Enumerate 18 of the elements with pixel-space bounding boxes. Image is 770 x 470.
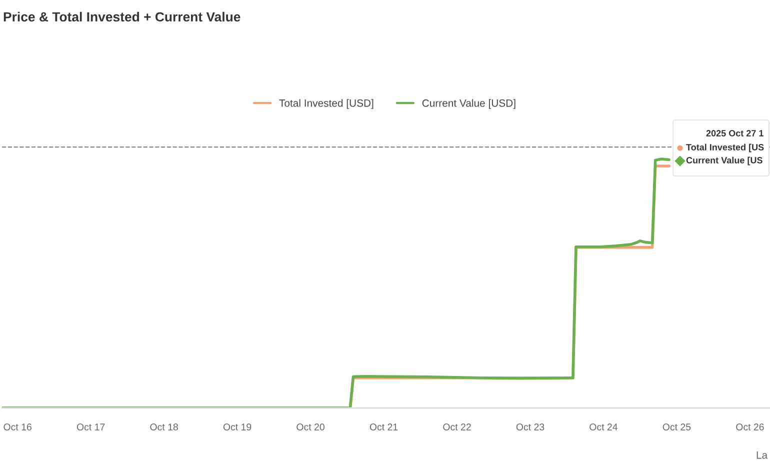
x-tick-label: Oct 24 (590, 424, 618, 430)
x-tick-label: Oct 21 (370, 424, 398, 430)
x-tick-label: Oct 25 (662, 424, 691, 430)
text: 2025 Oct 27 1 (706, 130, 764, 136)
legend-label: Current Value [USD] (422, 99, 516, 109)
chart-title: Price & Total Invested + Current Value (4, 12, 240, 22)
text: La (756, 452, 768, 459)
x-tick-label: Oct 16 (4, 424, 32, 430)
text: Total Invested [US (686, 144, 764, 152)
x-tick-label: Oct 20 (296, 424, 324, 430)
x-tick-label: Oct 23 (516, 424, 544, 430)
legend-label: Total Invested [USD] (279, 99, 374, 109)
annotation: Current Value [US (686, 156, 762, 166)
x-tick-label: Oct 18 (150, 424, 178, 430)
x-tick-label: Oct 17 (76, 424, 105, 430)
x-tick-label: Oct 22 (443, 424, 471, 430)
x-tick-label: Oct 26 (736, 424, 764, 430)
x-tick-label: Oct 19 (223, 424, 252, 430)
